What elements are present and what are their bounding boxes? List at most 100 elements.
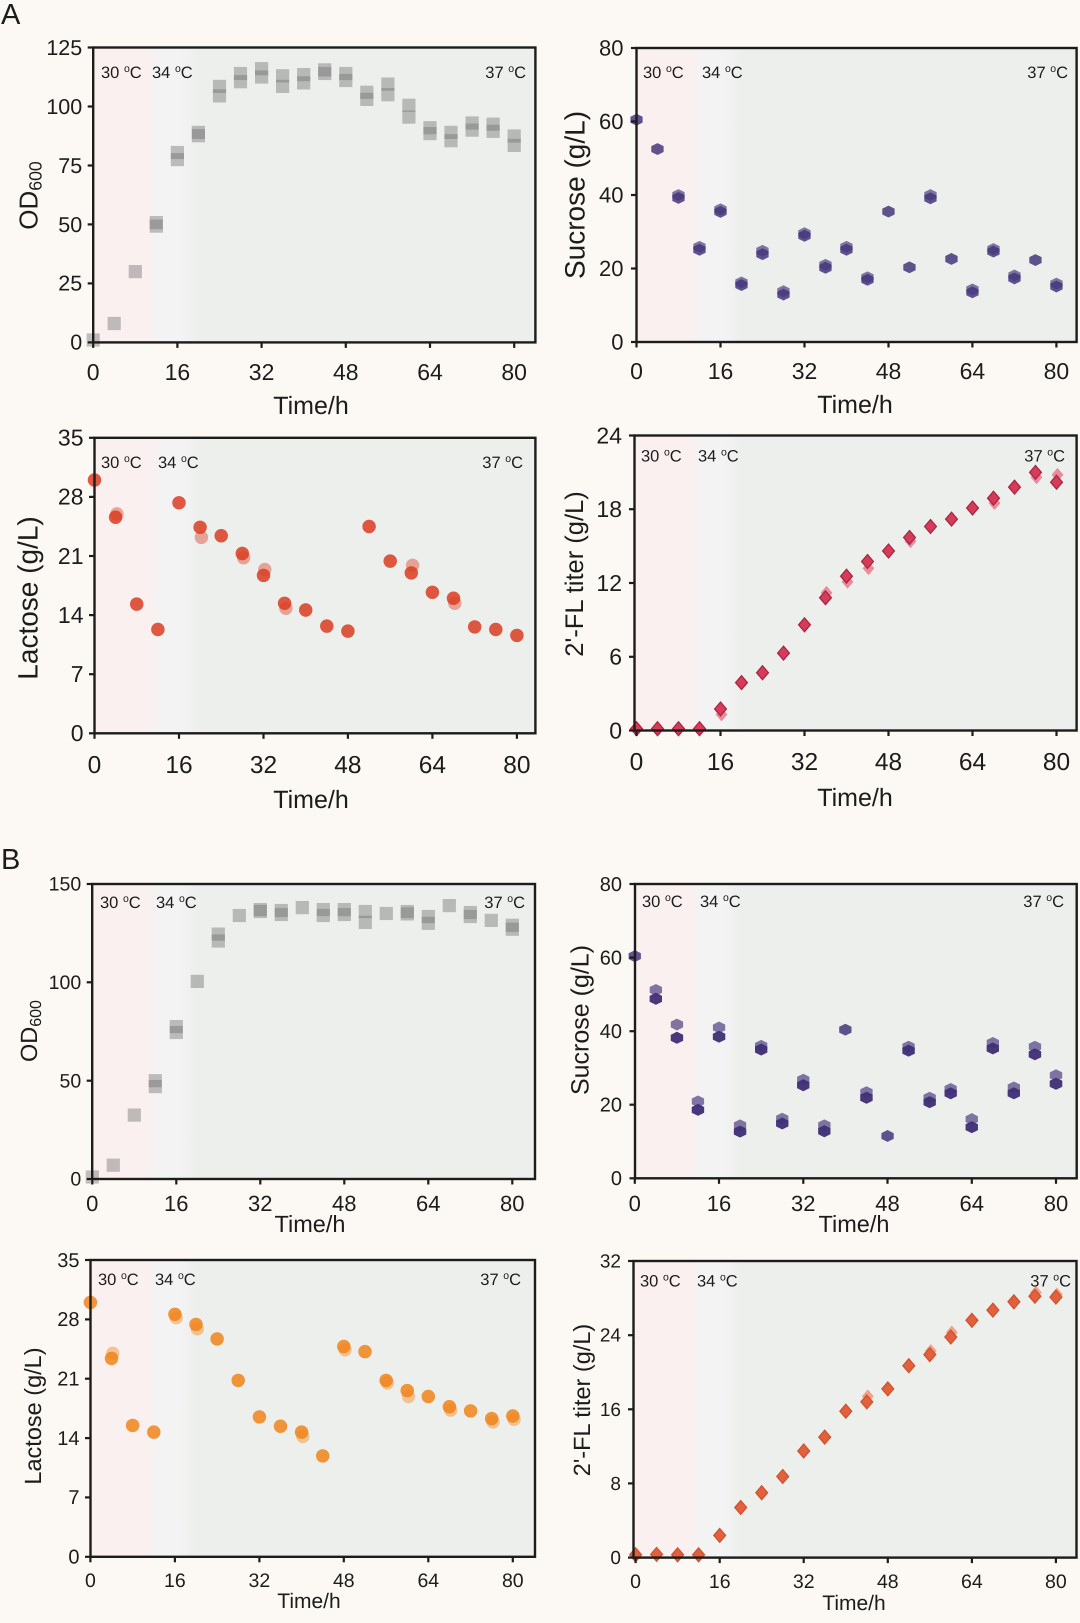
- svg-text:80: 80: [600, 874, 622, 896]
- svg-text:0: 0: [610, 1548, 621, 1569]
- svg-text:40: 40: [600, 1021, 622, 1043]
- svg-text:37 oC: 37 oC: [1024, 447, 1065, 466]
- svg-text:37 oC: 37 oC: [485, 63, 526, 82]
- svg-text:34 oC: 34 oC: [698, 447, 739, 466]
- svg-text:80: 80: [501, 359, 527, 385]
- svg-text:30 oC: 30 oC: [101, 63, 142, 82]
- svg-text:48: 48: [333, 359, 359, 385]
- svg-text:Time/h: Time/h: [275, 1211, 346, 1237]
- svg-text:Lactose (g/L): Lactose (g/L): [13, 516, 44, 679]
- svg-text:14: 14: [57, 1428, 79, 1450]
- svg-text:Time/h: Time/h: [819, 1211, 890, 1237]
- svg-text:30 oC: 30 oC: [101, 453, 142, 472]
- svg-text:A: A: [1, 0, 21, 31]
- svg-text:0: 0: [86, 1191, 98, 1216]
- svg-text:64: 64: [960, 358, 986, 384]
- svg-text:48: 48: [875, 1191, 899, 1216]
- svg-text:Time/h: Time/h: [817, 784, 892, 812]
- svg-text:Time/h: Time/h: [273, 786, 348, 814]
- svg-text:Time/h: Time/h: [273, 392, 348, 420]
- svg-text:64: 64: [960, 1191, 984, 1216]
- svg-text:30 oC: 30 oC: [643, 63, 684, 82]
- svg-text:64: 64: [419, 752, 446, 779]
- svg-text:50: 50: [59, 1070, 81, 1092]
- svg-text:0: 0: [70, 1169, 81, 1191]
- svg-text:80: 80: [599, 36, 623, 61]
- svg-text:32: 32: [792, 358, 818, 384]
- svg-text:16: 16: [164, 1570, 186, 1592]
- svg-text:48: 48: [877, 1571, 899, 1593]
- svg-text:16: 16: [707, 749, 734, 776]
- svg-text:48: 48: [333, 1570, 355, 1592]
- svg-text:64: 64: [959, 749, 986, 776]
- svg-text:2'-FL titer (g/L): 2'-FL titer (g/L): [561, 491, 589, 656]
- svg-text:34 oC: 34 oC: [152, 63, 193, 82]
- svg-text:80: 80: [1044, 1191, 1068, 1216]
- svg-text:0: 0: [630, 1571, 641, 1593]
- svg-text:0: 0: [87, 359, 100, 385]
- svg-text:80: 80: [503, 752, 530, 779]
- svg-text:32: 32: [791, 1191, 815, 1216]
- svg-text:7: 7: [68, 1487, 79, 1509]
- svg-text:80: 80: [502, 1570, 524, 1592]
- svg-text:35: 35: [58, 425, 84, 451]
- svg-text:0: 0: [629, 1191, 641, 1216]
- svg-text:30 oC: 30 oC: [98, 1270, 139, 1289]
- svg-text:25: 25: [58, 272, 82, 296]
- svg-text:37 oC: 37 oC: [1027, 63, 1068, 82]
- svg-text:16: 16: [707, 1191, 731, 1216]
- svg-text:64: 64: [417, 359, 443, 385]
- svg-text:48: 48: [876, 358, 902, 384]
- svg-text:6: 6: [609, 644, 622, 670]
- svg-text:32: 32: [793, 1571, 815, 1593]
- svg-text:18: 18: [596, 496, 622, 522]
- svg-text:34 oC: 34 oC: [700, 892, 741, 911]
- svg-text:30 oC: 30 oC: [640, 1272, 681, 1291]
- svg-text:48: 48: [875, 749, 902, 776]
- svg-text:21: 21: [57, 1369, 79, 1391]
- svg-text:32: 32: [248, 1191, 272, 1216]
- svg-text:34 oC: 34 oC: [697, 1272, 738, 1291]
- svg-text:100: 100: [46, 95, 82, 119]
- svg-text:34 oC: 34 oC: [702, 63, 743, 82]
- svg-text:64: 64: [417, 1570, 439, 1592]
- svg-text:50: 50: [58, 213, 82, 237]
- svg-text:32: 32: [249, 359, 275, 385]
- svg-text:12: 12: [596, 570, 622, 596]
- svg-text:16: 16: [165, 752, 192, 779]
- svg-text:37 oC: 37 oC: [1030, 1272, 1071, 1291]
- svg-text:80: 80: [1045, 1571, 1067, 1593]
- svg-text:64: 64: [416, 1191, 440, 1216]
- svg-text:0: 0: [85, 1570, 96, 1592]
- svg-text:34 oC: 34 oC: [155, 1270, 196, 1289]
- svg-text:24: 24: [596, 422, 622, 448]
- svg-text:75: 75: [58, 154, 82, 178]
- svg-text:0: 0: [630, 749, 644, 776]
- svg-text:28: 28: [57, 1309, 79, 1331]
- svg-text:Time/h: Time/h: [817, 391, 892, 419]
- svg-text:30 oC: 30 oC: [641, 447, 682, 466]
- svg-text:0: 0: [71, 720, 84, 746]
- svg-text:125: 125: [46, 36, 82, 60]
- svg-text:16: 16: [709, 1571, 731, 1593]
- svg-text:30 oC: 30 oC: [100, 893, 141, 912]
- svg-text:Time/h: Time/h: [277, 1590, 340, 1613]
- svg-text:7: 7: [71, 661, 84, 687]
- svg-text:60: 60: [599, 109, 623, 134]
- svg-text:0: 0: [630, 358, 643, 384]
- svg-text:34 oC: 34 oC: [158, 453, 199, 472]
- svg-text:Time/h: Time/h: [822, 1592, 885, 1615]
- svg-text:32: 32: [600, 1252, 621, 1273]
- svg-text:100: 100: [49, 972, 82, 994]
- svg-text:32: 32: [791, 749, 818, 776]
- svg-text:48: 48: [334, 752, 361, 779]
- svg-text:37 oC: 37 oC: [484, 893, 525, 912]
- svg-text:64: 64: [961, 1571, 983, 1593]
- svg-text:Sucrose (g/L): Sucrose (g/L): [560, 111, 591, 279]
- svg-text:8: 8: [610, 1474, 621, 1495]
- svg-text:37 oC: 37 oC: [1023, 892, 1064, 911]
- svg-text:0: 0: [70, 331, 82, 355]
- svg-text:16: 16: [600, 1400, 621, 1421]
- svg-text:2'-FL titer (g/L): 2'-FL titer (g/L): [569, 1324, 595, 1477]
- svg-text:80: 80: [1044, 358, 1070, 384]
